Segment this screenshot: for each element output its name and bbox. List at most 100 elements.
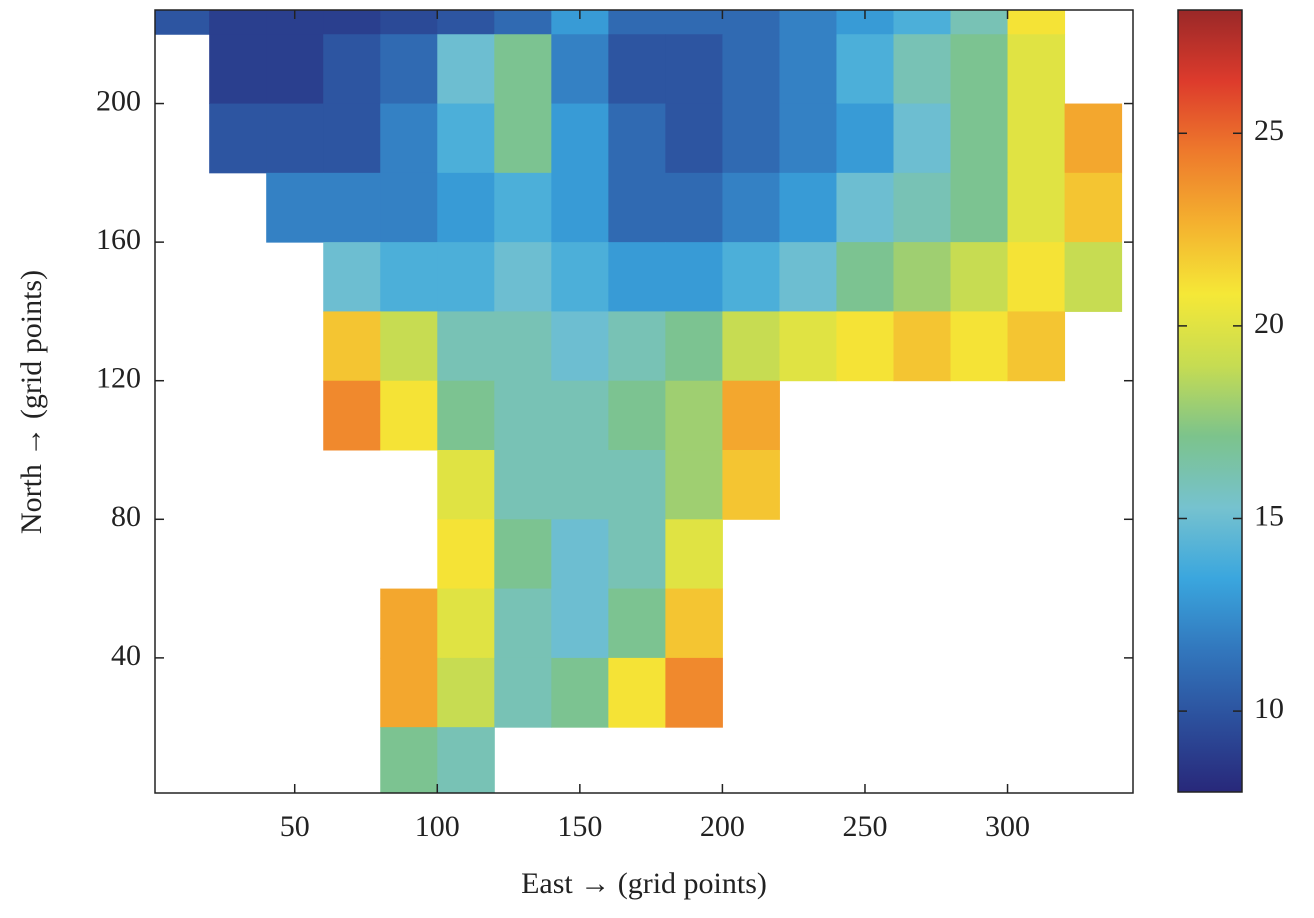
heatmap-cell bbox=[893, 311, 952, 382]
heatmap-cell bbox=[266, 103, 324, 174]
heatmap-cell bbox=[494, 10, 552, 35]
heatmap-cell bbox=[437, 311, 495, 382]
heatmap-cell bbox=[551, 588, 609, 659]
heatmap-cell bbox=[779, 10, 837, 35]
heatmap-cell bbox=[608, 103, 666, 174]
heatmap-cell bbox=[665, 519, 723, 590]
heatmap-cell bbox=[380, 657, 438, 728]
heatmap-cell bbox=[665, 172, 723, 243]
colorbar-tick-label: 10 bbox=[1254, 692, 1284, 725]
heatmap-cell bbox=[380, 34, 438, 105]
heatmap-cell bbox=[722, 34, 780, 105]
x-tick-label: 200 bbox=[700, 810, 745, 843]
colorbar-tick-label: 25 bbox=[1254, 114, 1284, 147]
heatmap-cell bbox=[722, 172, 780, 243]
heatmap-cell bbox=[323, 242, 381, 312]
heatmap-cell bbox=[494, 450, 552, 520]
heatmap-cell bbox=[551, 103, 609, 174]
heatmap-cell bbox=[551, 311, 609, 382]
heatmap-cell bbox=[380, 380, 438, 451]
x-tick-label: 300 bbox=[985, 810, 1030, 843]
heatmap-cell bbox=[380, 311, 438, 382]
heatmap-cell bbox=[323, 34, 381, 105]
colorbar-tick-label: 15 bbox=[1254, 499, 1284, 532]
heatmap-cell bbox=[494, 588, 552, 659]
heatmap-cell bbox=[1064, 103, 1123, 174]
heatmap-cell bbox=[494, 103, 552, 174]
heatmap-cell bbox=[209, 103, 267, 174]
heatmap-cell bbox=[551, 657, 609, 728]
heatmap-cell bbox=[779, 311, 837, 382]
heatmap-cell bbox=[608, 588, 666, 659]
heatmap-cell bbox=[665, 657, 723, 728]
heatmap-cell bbox=[155, 10, 210, 35]
y-axis-label: North → (grid points) bbox=[15, 270, 48, 534]
heatmap-cell bbox=[779, 172, 837, 243]
heatmap-cell bbox=[437, 103, 495, 174]
heatmap-cell bbox=[608, 311, 666, 382]
heatmap-cells bbox=[155, 10, 1123, 793]
heatmap-cell bbox=[437, 588, 495, 659]
heatmap-cell bbox=[551, 242, 609, 312]
heatmap-cell bbox=[323, 10, 381, 35]
x-tick-label: 100 bbox=[415, 810, 460, 843]
heatmap-cell bbox=[893, 34, 952, 105]
heatmap-cell bbox=[323, 311, 381, 382]
heatmap-cell bbox=[1007, 311, 1066, 382]
heatmap-cell bbox=[608, 380, 666, 451]
heatmap-cell bbox=[494, 172, 552, 243]
heatmap-cell bbox=[323, 103, 381, 174]
heatmap-cell bbox=[608, 450, 666, 520]
heatmap-cell bbox=[266, 172, 324, 243]
heatmap-cell bbox=[551, 34, 609, 105]
heatmap-cell bbox=[779, 103, 837, 174]
heatmap-cell bbox=[494, 34, 552, 105]
heatmap-cell bbox=[437, 727, 495, 793]
y-tick-label: 80 bbox=[111, 500, 141, 533]
heatmap-cell bbox=[437, 172, 495, 243]
heatmap-cell bbox=[893, 103, 952, 174]
x-axis-label: East → (grid points) bbox=[521, 867, 767, 900]
heatmap-cell bbox=[950, 311, 1009, 382]
heatmap-cell bbox=[608, 242, 666, 312]
heatmap-cell bbox=[665, 380, 723, 451]
heatmap-cell bbox=[551, 172, 609, 243]
heatmap-cell bbox=[551, 450, 609, 520]
heatmap-cell bbox=[608, 657, 666, 728]
heatmap-cell bbox=[1007, 242, 1066, 312]
heatmap-cell bbox=[665, 588, 723, 659]
heatmap-cell bbox=[950, 172, 1009, 243]
heatmap-cell bbox=[608, 34, 666, 105]
heatmap-cell bbox=[437, 34, 495, 105]
heatmap-cell bbox=[779, 34, 837, 105]
heatmap-cell bbox=[665, 242, 723, 312]
y-tick-label: 160 bbox=[96, 223, 141, 256]
heatmap-cell bbox=[779, 242, 837, 312]
heatmap-cell bbox=[722, 311, 780, 382]
x-tick-label: 50 bbox=[280, 810, 310, 843]
heatmap-cell bbox=[665, 450, 723, 520]
heatmap-cell bbox=[1064, 242, 1123, 312]
x-tick-label: 250 bbox=[842, 810, 887, 843]
heatmap-cell bbox=[437, 450, 495, 520]
heatmap-cell bbox=[1007, 172, 1066, 243]
heatmap-cell bbox=[722, 450, 780, 520]
heatmap-cell bbox=[836, 242, 894, 312]
heatmap-cell bbox=[1007, 103, 1066, 174]
heatmap-cell bbox=[437, 657, 495, 728]
y-tick-label: 200 bbox=[96, 84, 141, 117]
heatmap-cell bbox=[722, 10, 780, 35]
heatmap-cell bbox=[551, 519, 609, 590]
heatmap-cell bbox=[950, 10, 1009, 35]
heatmap-cell bbox=[380, 727, 438, 793]
y-tick-label: 120 bbox=[96, 362, 141, 395]
heatmap-cell bbox=[893, 10, 952, 35]
heatmap-cell bbox=[608, 172, 666, 243]
heatmap-cell bbox=[836, 103, 894, 174]
heatmap-cell bbox=[380, 172, 438, 243]
heatmap-cell bbox=[437, 10, 495, 35]
plot-frame bbox=[154, 9, 1134, 794]
heatmap-cell bbox=[380, 588, 438, 659]
heatmap-cell bbox=[494, 657, 552, 728]
